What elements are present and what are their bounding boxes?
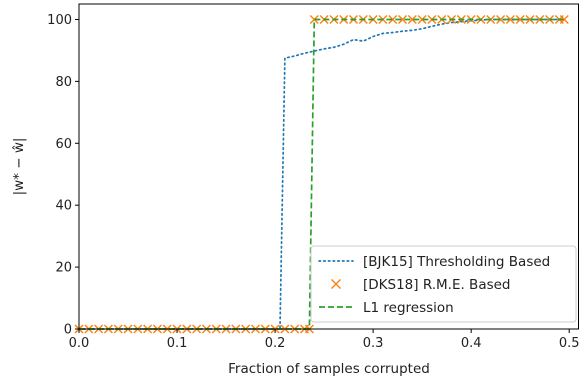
series-point bbox=[388, 14, 398, 24]
y-tick-label: 80 bbox=[55, 75, 72, 90]
legend-swatch bbox=[331, 279, 341, 289]
y-tick-label: 40 bbox=[55, 199, 72, 214]
y-tick-label: 0 bbox=[64, 323, 72, 338]
y-axis-label: |w* − ŵ| bbox=[11, 138, 27, 196]
y-tick-label: 60 bbox=[55, 137, 72, 152]
series-point bbox=[559, 14, 569, 24]
series-point bbox=[525, 14, 535, 24]
legend-label: [DKS18] R.M.E. Based bbox=[363, 277, 511, 293]
ticks-layer: 0.0 0.1 0.2 0.3 0.4 0.5 0 20 40 60 80 100 bbox=[47, 13, 579, 351]
legend-label: [BJK15] Thresholding Based bbox=[363, 254, 550, 270]
series-point bbox=[515, 14, 525, 24]
series-layer bbox=[74, 14, 569, 334]
x-tick-label: 0.2 bbox=[265, 336, 286, 351]
legend-label: L1 regression bbox=[363, 300, 454, 316]
x-tick-label: 0.3 bbox=[363, 336, 384, 351]
series-point bbox=[398, 14, 408, 24]
x-axis-label: Fraction of samples corrupted bbox=[228, 361, 430, 377]
legend: [BJK15] Thresholding Based [DKS18] R.M.E.… bbox=[310, 245, 577, 323]
series-point bbox=[505, 14, 515, 24]
x-tick-label: 0.5 bbox=[559, 336, 579, 351]
series-point bbox=[496, 14, 506, 24]
y-tick-label: 20 bbox=[55, 261, 72, 276]
x-tick-label: 0.1 bbox=[167, 336, 188, 351]
series-point bbox=[309, 14, 319, 24]
series-point bbox=[417, 14, 427, 24]
legend-box bbox=[310, 245, 577, 323]
y-tick-label: 100 bbox=[47, 13, 72, 28]
series-point bbox=[407, 14, 417, 24]
x-tick-label: 0.0 bbox=[69, 336, 90, 351]
x-tick-label: 0.4 bbox=[461, 336, 482, 351]
